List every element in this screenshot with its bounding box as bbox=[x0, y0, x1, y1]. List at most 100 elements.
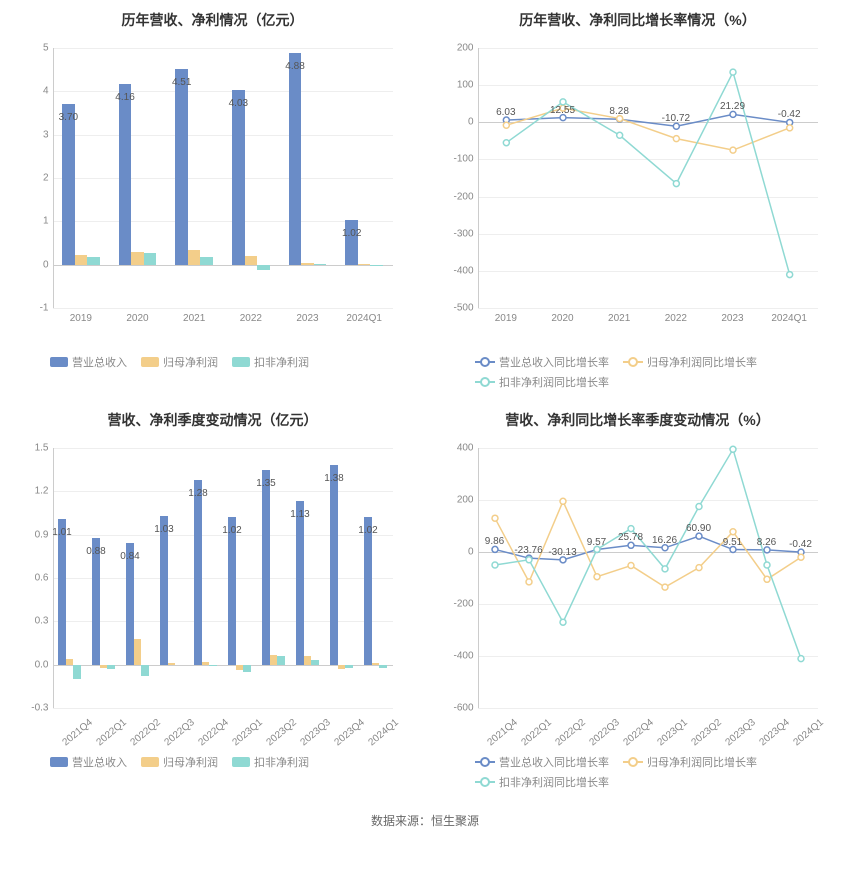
bar bbox=[304, 656, 311, 665]
bar bbox=[228, 517, 235, 664]
legend-label: 归母净利润同比增长率 bbox=[647, 354, 757, 370]
x-tick: 2022Q1 bbox=[519, 717, 553, 748]
y-tick: -400 bbox=[453, 265, 473, 276]
bar-label: 1.13 bbox=[290, 509, 309, 520]
legend-item: 营业总收入同比增长率 bbox=[475, 354, 609, 370]
bar-label: 1.38 bbox=[324, 473, 343, 484]
x-tick: 2023Q1 bbox=[230, 717, 264, 748]
line-marker bbox=[798, 656, 804, 662]
x-tick: 2023Q3 bbox=[723, 717, 757, 748]
point-label: 16.26 bbox=[652, 535, 677, 546]
y-tick: 5 bbox=[43, 43, 49, 54]
legend-label: 营业总收入同比增长率 bbox=[499, 354, 609, 370]
gridline bbox=[53, 491, 393, 492]
x-tick: 2024Q1 bbox=[346, 313, 382, 324]
legend-item: 归母净利润同比增长率 bbox=[623, 754, 757, 770]
y-tick: 0 bbox=[43, 259, 49, 270]
bar bbox=[200, 257, 212, 265]
bar bbox=[188, 250, 200, 264]
y-tick: 200 bbox=[457, 495, 474, 506]
line-svg bbox=[478, 448, 818, 708]
x-tick: 2022Q2 bbox=[553, 717, 587, 748]
y-tick: 0 bbox=[468, 117, 474, 128]
line-marker bbox=[616, 132, 622, 138]
x-tick: 2022Q1 bbox=[94, 717, 128, 748]
y-tick: -600 bbox=[453, 703, 473, 714]
line-marker bbox=[492, 546, 498, 552]
bar bbox=[168, 663, 175, 664]
chart-title: 历年营收、净利情况（亿元） bbox=[10, 10, 415, 30]
bar bbox=[311, 660, 318, 664]
y-tick: 0.3 bbox=[35, 616, 49, 627]
bar bbox=[330, 465, 337, 664]
bar bbox=[345, 220, 357, 264]
x-tick: 2024Q1 bbox=[366, 717, 400, 748]
chart-area: -0.30.00.30.60.91.21.51.010.880.841.031.… bbox=[13, 438, 413, 748]
y-axis: -1012345 bbox=[13, 48, 51, 308]
point-label: -23.76 bbox=[514, 545, 542, 556]
x-tick: 2022Q4 bbox=[621, 717, 655, 748]
point-label: 9.51 bbox=[723, 536, 742, 547]
x-tick: 2020 bbox=[551, 313, 573, 324]
y-tick: 200 bbox=[457, 43, 474, 54]
bar bbox=[107, 665, 114, 669]
gridline bbox=[53, 578, 393, 579]
bar-label: 4.03 bbox=[229, 98, 248, 109]
x-tick: 2023Q2 bbox=[689, 717, 723, 748]
bar bbox=[232, 90, 244, 265]
legend-item: 扣非净利润 bbox=[232, 354, 309, 370]
bar bbox=[175, 69, 187, 264]
x-tick: 2021 bbox=[183, 313, 205, 324]
line-marker bbox=[730, 529, 736, 535]
x-tick: 2020 bbox=[126, 313, 148, 324]
point-label: 9.86 bbox=[485, 536, 504, 547]
legend-item: 扣非净利润 bbox=[232, 754, 309, 770]
bar bbox=[245, 256, 257, 264]
legend-label: 营业总收入同比增长率 bbox=[499, 754, 609, 770]
point-label: 25.78 bbox=[618, 532, 643, 543]
line-marker bbox=[594, 574, 600, 580]
x-tick: 2023 bbox=[721, 313, 743, 324]
bar bbox=[75, 255, 87, 265]
bar bbox=[92, 538, 99, 665]
line-marker bbox=[764, 547, 770, 553]
y-tick: 0.0 bbox=[35, 659, 49, 670]
y-tick: 0.9 bbox=[35, 529, 49, 540]
point-label: -10.72 bbox=[662, 113, 690, 124]
legend-label: 扣非净利润 bbox=[254, 354, 309, 370]
x-tick: 2022Q3 bbox=[162, 717, 196, 748]
bar bbox=[243, 665, 250, 672]
point-label: -0.42 bbox=[778, 109, 801, 120]
x-tick: 2022Q2 bbox=[128, 717, 162, 748]
y-tick: 3 bbox=[43, 129, 49, 140]
bar bbox=[236, 665, 243, 671]
line-marker bbox=[628, 542, 634, 548]
line-marker bbox=[492, 562, 498, 568]
y-tick: -500 bbox=[453, 303, 473, 314]
legend-label: 扣非净利润同比增长率 bbox=[499, 374, 609, 390]
point-label: -0.42 bbox=[789, 539, 812, 550]
point-label: 6.03 bbox=[496, 107, 515, 118]
legend-label: 扣非净利润同比增长率 bbox=[499, 774, 609, 790]
point-label: 8.28 bbox=[609, 106, 628, 117]
line-marker bbox=[503, 122, 509, 128]
data-source-footer: 数据来源：恒生聚源 bbox=[0, 800, 850, 841]
x-axis: 201920202021202220232024Q1 bbox=[53, 313, 393, 343]
line-marker bbox=[798, 554, 804, 560]
point-label: 9.57 bbox=[587, 536, 606, 547]
x-tick: 2021Q4 bbox=[485, 717, 519, 748]
bar-label: 1.03 bbox=[154, 524, 173, 535]
chart-panel-c2: 历年营收、净利同比增长率情况（%）-500-400-300-200-100010… bbox=[425, 0, 850, 400]
y-tick: -200 bbox=[453, 191, 473, 202]
chart-panel-c4: 营收、净利同比增长率季度变动情况（%）-600-400-20002004009.… bbox=[425, 400, 850, 800]
line-series bbox=[506, 72, 789, 274]
bar bbox=[141, 665, 148, 677]
bar bbox=[277, 656, 284, 665]
bar bbox=[289, 53, 301, 264]
plot: 9.86-23.76-30.139.5725.7816.2660.909.518… bbox=[478, 448, 818, 708]
gridline bbox=[53, 221, 393, 222]
legend: 营业总收入归母净利润扣非净利润 bbox=[10, 748, 415, 770]
y-tick: 4 bbox=[43, 86, 49, 97]
legend-label: 营业总收入 bbox=[72, 754, 127, 770]
legend-swatch bbox=[141, 357, 159, 367]
